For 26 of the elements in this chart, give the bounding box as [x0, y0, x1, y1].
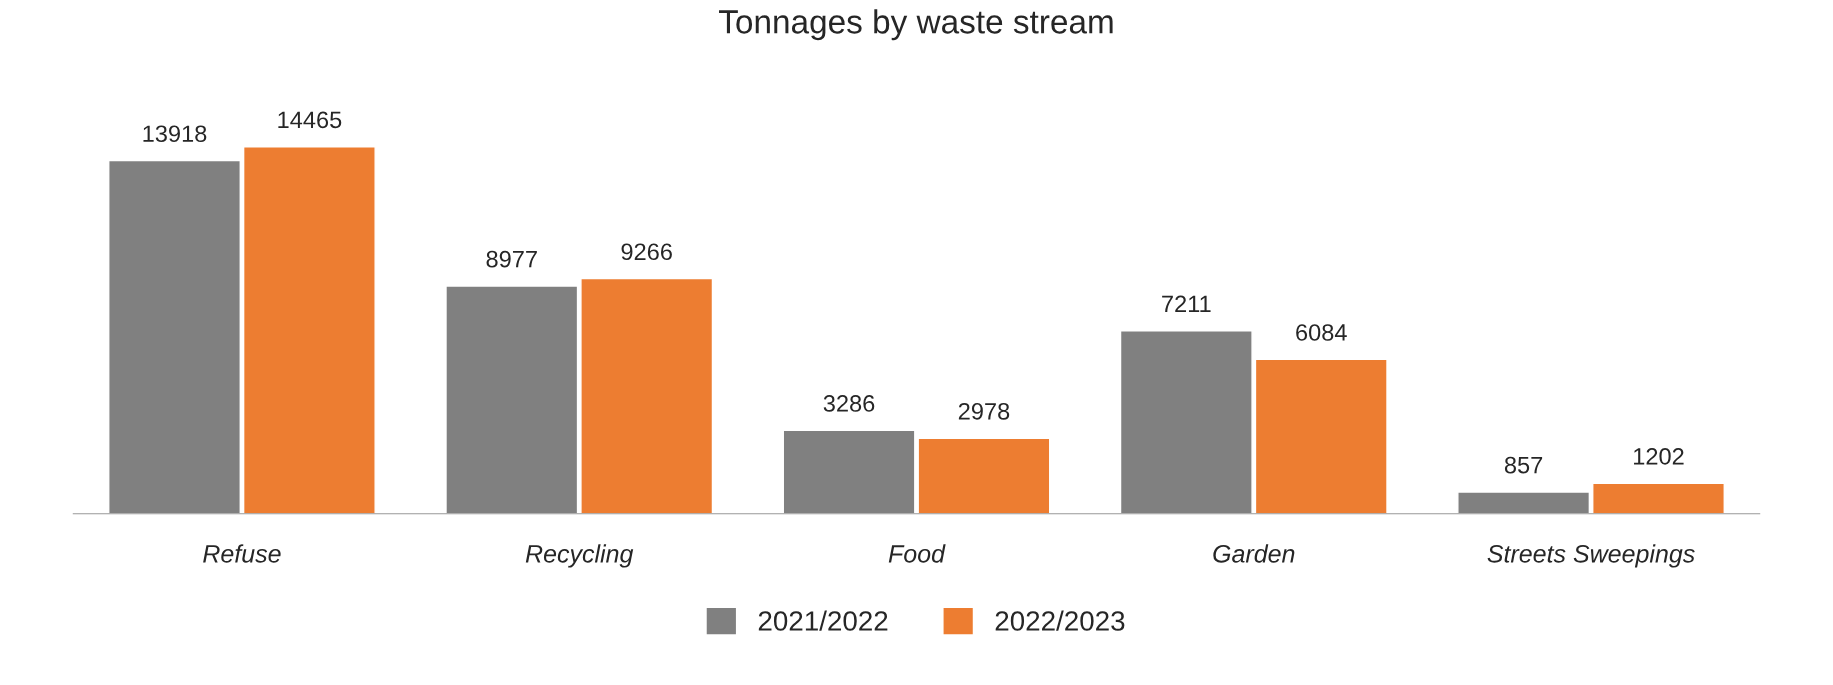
data-label: 9266 — [621, 243, 672, 261]
bar — [1119, 330, 1253, 514]
x-tick-label: Food — [888, 544, 946, 563]
legend-label: 2021/2022 — [758, 610, 888, 631]
data-label: 8977 — [486, 250, 537, 268]
x-tick-label: Streets Sweepings — [1487, 544, 1695, 568]
data-label: 14465 — [278, 111, 342, 129]
x-tick-label: Recycling — [525, 544, 634, 568]
bar — [1254, 358, 1388, 514]
chart-title: Tonnages by waste stream — [719, 9, 1113, 41]
data-label: 6084 — [1296, 324, 1347, 341]
legend-label: 2022/2023 — [995, 610, 1125, 631]
x-tick-label: Refuse — [203, 544, 281, 563]
data-label: 2978 — [958, 402, 1010, 420]
bar — [445, 285, 579, 514]
data-label: 13918 — [143, 125, 207, 143]
x-tick-label: Garden — [1213, 544, 1295, 563]
bar — [580, 277, 714, 514]
data-label: 3286 — [823, 395, 875, 412]
data-label: 857 — [1504, 456, 1543, 474]
bar — [1592, 482, 1725, 514]
data-label: 1202 — [1634, 447, 1684, 465]
bar — [108, 159, 241, 514]
data-label: 7211 — [1162, 295, 1211, 313]
bar — [1457, 491, 1591, 514]
bar — [242, 146, 376, 514]
